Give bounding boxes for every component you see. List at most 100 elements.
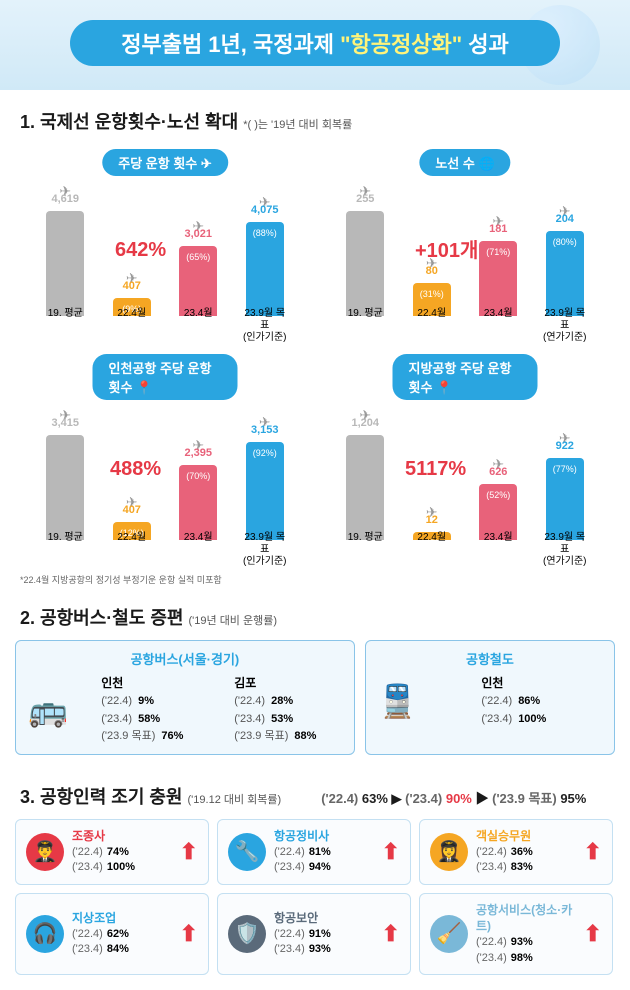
staff-row-label: ('22.4)	[72, 927, 103, 942]
axis-label: 23.9월 목표(인가기준)	[241, 532, 289, 568]
staff-text: 조종사('22.4)74%('23.4)100%	[72, 828, 172, 876]
staff-row-label: ('23.4)	[72, 942, 103, 957]
section2-subtitle: ('19년 대비 운행률)	[189, 615, 278, 627]
bar-value: 4,075	[251, 204, 279, 216]
data-row: ('22.4)28%	[234, 693, 316, 711]
axis-label: 19. 평균	[341, 532, 389, 568]
bar-fill: 3,153(92%)	[246, 442, 284, 540]
title-prefix: 정부출범 1년, 국정과제	[121, 32, 340, 57]
staff-row-value: 91%	[309, 927, 331, 942]
section1-title: 1. 국제선 운항횟수·노선 확대 *( )는 '19년 대비 회복률	[20, 108, 630, 134]
bar: ✈4,619	[41, 211, 89, 316]
staff-row-label: ('23.4)	[476, 951, 507, 966]
bar-value: 2,395	[184, 447, 212, 459]
staff-row: ('23.4) 83%	[476, 860, 576, 875]
chart-area: ✈3,415✈407(12%)✈2,395(70%)✈3,153(92%)19.…	[20, 408, 310, 568]
staff-card: 🔧항공정비사('22.4)81%('23.4)94% ⬆	[217, 819, 411, 885]
bar-value: 3,415	[51, 417, 79, 429]
staff-text: 공항서비스(청소·카트)('22.4)93%('23.4) 98%	[476, 902, 576, 966]
bar-value: 4,619	[51, 193, 79, 205]
staff-row: ('23.4) 100%	[72, 860, 172, 875]
bar-percent: (80%)	[553, 237, 577, 247]
chart-label: 지방공항 주당 운항 횟수 📍	[393, 354, 538, 400]
staff-card: 🛡️항공보안('22.4)91%('23.4)93%⬆	[217, 893, 411, 975]
row-label: ('23.4)	[481, 711, 512, 729]
title-suffix: 성과	[462, 32, 509, 57]
growth-label: 488%	[110, 458, 161, 481]
section2-title: 2. 공항버스·철도 증편 ('19년 대비 운행률)	[20, 604, 630, 630]
section3-title-text: 3. 공항인력 조기 충원	[20, 787, 183, 807]
bus-title: 공항버스(서울·경기)	[28, 649, 342, 668]
bar-fill: 2,395(70%)	[179, 465, 217, 540]
data-row: ('23.4)58%	[101, 711, 183, 729]
axis-label: 23.4월	[474, 532, 522, 568]
bar-value: 181	[489, 223, 507, 235]
header-banner: 정부출범 1년, 국정과제 "항공정상화" 성과	[70, 20, 560, 66]
axis-label: 23.4월	[474, 308, 522, 344]
staff-name: 공항서비스(청소·카트)	[476, 902, 576, 936]
up-arrow-icon: ⬆	[180, 839, 198, 865]
staff-row: ('22.4)36%	[476, 845, 576, 860]
bar-value: 255	[356, 193, 374, 205]
staff-row-value: 98%	[511, 951, 533, 966]
chart-cell: 인천공항 주당 운항 횟수 📍✈3,415✈407(12%)✈2,395(70%…	[15, 349, 315, 573]
staff-row: ('23.4)94%	[274, 860, 374, 875]
section3-title: 3. 공항인력 조기 충원 ('19.12 대비 회복률) ('22.4) 63…	[20, 783, 630, 809]
staff-row: ('22.4)91%	[274, 927, 374, 942]
staff-text: 객실승무원('22.4)36%('23.4)83%	[476, 828, 576, 876]
bar-percent: (70%)	[186, 471, 210, 481]
up-arrow-icon: ⬆	[583, 839, 601, 865]
staff-text: 항공정비사('22.4)81%('23.4)94%	[274, 828, 374, 876]
data-row: ('23.4)100%	[481, 711, 546, 729]
column-header: 김포	[234, 674, 316, 693]
bar-fill: 4,619	[46, 211, 84, 316]
staff-row-value: 83%	[511, 860, 533, 875]
staff-row: ('22.4)93%	[476, 935, 576, 950]
staff-row-value: 84%	[107, 942, 129, 957]
bar-fill: 255	[346, 211, 384, 316]
data-row: ('22.4)86%	[481, 693, 546, 711]
staff-card: 🎧지상조업('22.4)62%('23.4)84%⬆	[15, 893, 209, 975]
bar-value: 626	[489, 466, 507, 478]
staff-row-label: ('22.4)	[476, 935, 507, 950]
axis-label: 22.4월	[408, 308, 456, 344]
data-column: 김포('22.4)28%('23.4)53%('23.9 목표)88%	[234, 674, 316, 746]
row-value: 9%	[138, 693, 154, 711]
staff-row-label: ('23.4)	[72, 860, 103, 875]
up-arrow-icon: ⬆	[382, 839, 400, 865]
summary-item: ('23.4) 90%	[405, 791, 472, 806]
up-arrow-icon: ⬆	[583, 921, 601, 947]
bar-value: 204	[556, 213, 574, 225]
axis-label: 23.9월 목표(인가기준)	[241, 308, 289, 344]
axis-labels: 19. 평균22.4월23.4월23.9월 목표(연가기준)	[332, 532, 598, 568]
rail-box: 공항철도 🚆 인천('22.4)86%('23.4)100%	[365, 640, 615, 755]
bar: ✈2,395(70%)	[174, 465, 222, 540]
bar-percent: (71%)	[486, 247, 510, 257]
staff-row-value: 100%	[107, 860, 135, 875]
chart-grid: 주당 운항 횟수 ✈✈4,619✈407(9%)✈3,021(65%)✈4,07…	[0, 144, 630, 573]
bar-percent: (52%)	[486, 490, 510, 500]
growth-label: 5117%	[405, 458, 466, 481]
axis-labels: 19. 평균22.4월23.4월23.9월 목표(연가기준)	[332, 308, 598, 344]
title-highlight: "항공정상화"	[340, 32, 462, 57]
row-label: ('22.4)	[234, 693, 265, 711]
staff-row-label: ('23.4)	[476, 860, 507, 875]
bar-value: 3,153	[251, 424, 279, 436]
staff-name: 지상조업	[72, 910, 172, 927]
axis-labels: 19. 평균22.4월23.4월23.9월 목표(인가기준)	[32, 532, 298, 568]
staff-icon: 🔧	[228, 833, 266, 871]
row-label: ('23.9 목표)	[101, 728, 155, 746]
page-title: 정부출범 1년, 국정과제 "항공정상화" 성과	[121, 27, 509, 59]
bar-fill: 4,075(88%)	[246, 222, 284, 316]
summary-item: ('22.4) 63%	[321, 791, 388, 806]
chart-cell: 지방공항 주당 운항 횟수 📍✈1,204✈12(1%)✈626(52%)✈92…	[315, 349, 615, 573]
staff-row-value: 74%	[107, 845, 129, 860]
bus-box: 공항버스(서울·경기) 🚌 인천('22.4)9%('23.4)58%('23.…	[15, 640, 355, 755]
bar: ✈4,075(88%)	[241, 222, 289, 316]
staff-card: 🧹공항서비스(청소·카트)('22.4)93%('23.4)98%⬆	[419, 893, 613, 975]
section3-grid: 👨‍✈️조종사('22.4)74%('23.4)100%⬆🔧항공정비사('22.…	[0, 819, 630, 990]
header-banner-wrap: 정부출범 1년, 국정과제 "항공정상화" 성과	[0, 0, 630, 90]
section2-title-text: 2. 공항버스·철도 증편	[20, 608, 184, 628]
chart-label: 인천공항 주당 운항 횟수 📍	[93, 354, 238, 400]
bar-percent: (65%)	[186, 252, 210, 262]
